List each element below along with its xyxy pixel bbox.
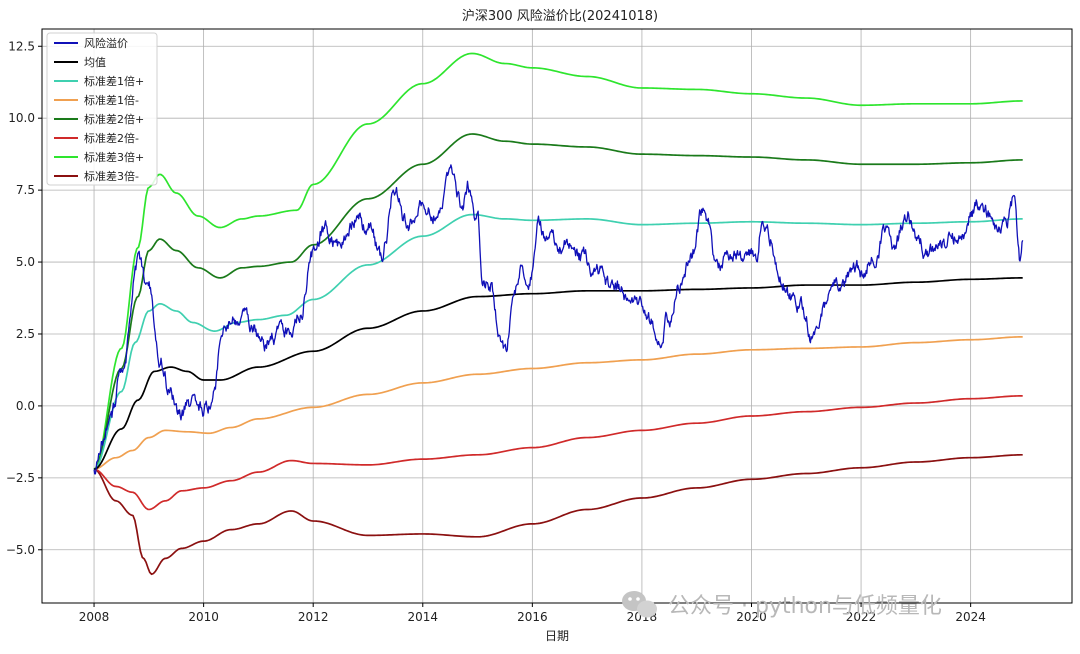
series-line-7 <box>93 453 1023 576</box>
series-line-6 <box>93 52 1023 470</box>
y-tick-label: 7.5 <box>16 183 35 197</box>
series-line-4 <box>93 133 1023 470</box>
watermark-text: 公众号 · python与低频量化 <box>668 594 942 619</box>
x-tick-label: 2020 <box>736 610 767 624</box>
series-line-0 <box>93 164 1024 475</box>
x-tick-label: 2024 <box>955 610 986 624</box>
series-line-5 <box>93 394 1023 511</box>
y-tick-label: −2.5 <box>6 471 35 485</box>
y-tick-label: −5.0 <box>6 543 35 557</box>
legend-label: 标准差2倍- <box>84 131 139 145</box>
grid-lines <box>42 29 1072 603</box>
legend-label: 均值 <box>84 56 106 69</box>
legend-label: 标准差1倍+ <box>84 74 144 88</box>
x-tick-label: 2016 <box>517 610 548 624</box>
legend-box <box>46 32 158 186</box>
legend-label: 标准差3倍- <box>84 169 139 183</box>
plot-frame <box>41 28 1073 604</box>
series-line-3 <box>93 336 1023 471</box>
y-tick-label: 12.5 <box>8 39 35 53</box>
series-lines <box>93 52 1024 576</box>
x-tick-label: 2012 <box>298 610 329 624</box>
legend-label: 风险溢价 <box>84 36 128 50</box>
legend-label: 标准差2倍+ <box>84 112 144 126</box>
y-tick-label: 10.0 <box>8 111 35 125</box>
chart-title: 沪深300 风险溢价比(20241018) <box>462 8 658 24</box>
x-tick-label: 2010 <box>188 610 219 624</box>
x-tick-label: 2008 <box>79 610 110 624</box>
wechat-bubble-icon <box>622 591 657 618</box>
series-line-1 <box>93 277 1023 471</box>
x-tick-label: 2022 <box>846 610 877 624</box>
y-tick-label: 2.5 <box>16 327 35 341</box>
x-tick-label: 2014 <box>407 610 438 624</box>
y-tick-label: 0.0 <box>16 399 35 413</box>
watermark: 公众号 · python与低频量化 <box>622 591 942 619</box>
legend-label: 标准差1倍- <box>84 93 139 107</box>
y-tick-label: 5.0 <box>16 255 35 269</box>
legend-label: 标准差3倍+ <box>84 150 144 164</box>
axes: 2008 2010 2012 2014 2016 2018 2020 2022 2024−5.0… <box>6 39 986 624</box>
x-axis-label: 日期 <box>545 629 569 643</box>
